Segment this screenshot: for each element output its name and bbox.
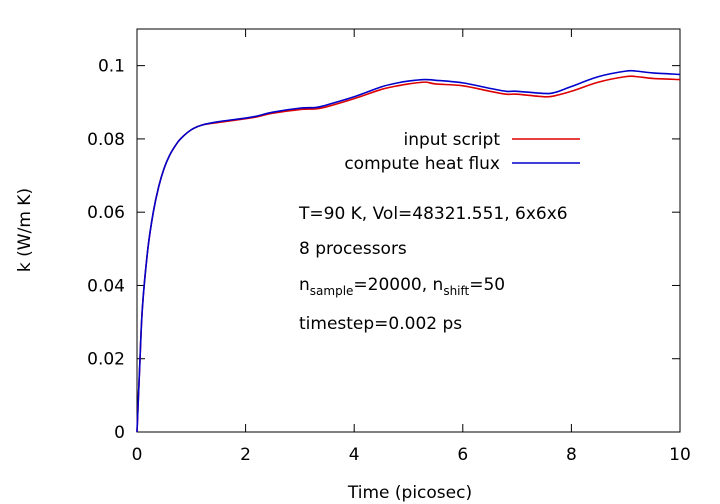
annotation-timestep: timestep=0.002 ps (299, 314, 462, 334)
annotation-processors: 8 processors (299, 239, 407, 259)
plot-area (136, 28, 681, 433)
annotation-sample-value: =20000, n (353, 275, 443, 295)
y-tick-label: 0.1 (98, 57, 125, 77)
y-tick-label: 0.04 (87, 276, 125, 296)
annotation-sub-sample: sample (310, 284, 354, 298)
x-tick-label: 4 (349, 445, 360, 465)
x-tick-label: 6 (457, 445, 468, 465)
x-tick-label: 10 (669, 445, 691, 465)
legend-label-compute-heat-flux: compute heat flux (344, 154, 500, 174)
legend-label-input-script: input script (403, 130, 500, 150)
annotation-block: T=90 K, Vol=48321.551, 6x6x6 8 processor… (298, 204, 568, 334)
legend: input script compute heat flux (344, 130, 580, 174)
annotation-shift-value: =50 (469, 275, 505, 295)
x-tick-label: 2 (240, 445, 251, 465)
series-layer (136, 69, 681, 433)
y-tick-label: 0.02 (87, 350, 125, 370)
y-tick-label: 0.06 (87, 203, 125, 223)
ticks: 0 2 4 6 8 10 0 0.02 0.04 0.06 0.08 0.1 (87, 29, 691, 465)
series-line-compute-heat-flux (136, 69, 681, 433)
x-axis-title: Time (picosec) (347, 483, 472, 503)
y-tick-label: 0.08 (87, 130, 125, 150)
annotation-n-prefix: n (299, 275, 310, 295)
annotation-sampling: nsample=20000, nshift=50 (299, 275, 505, 298)
x-tick-label: 8 (566, 445, 577, 465)
y-axis-title: k (W/m K) (15, 188, 35, 272)
y-tick-label: 0 (114, 423, 125, 443)
annotation-sub-shift: shift (443, 284, 469, 298)
x-tick-label: 0 (132, 445, 143, 465)
annotation-conditions: T=90 K, Vol=48321.551, 6x6x6 (298, 204, 568, 224)
